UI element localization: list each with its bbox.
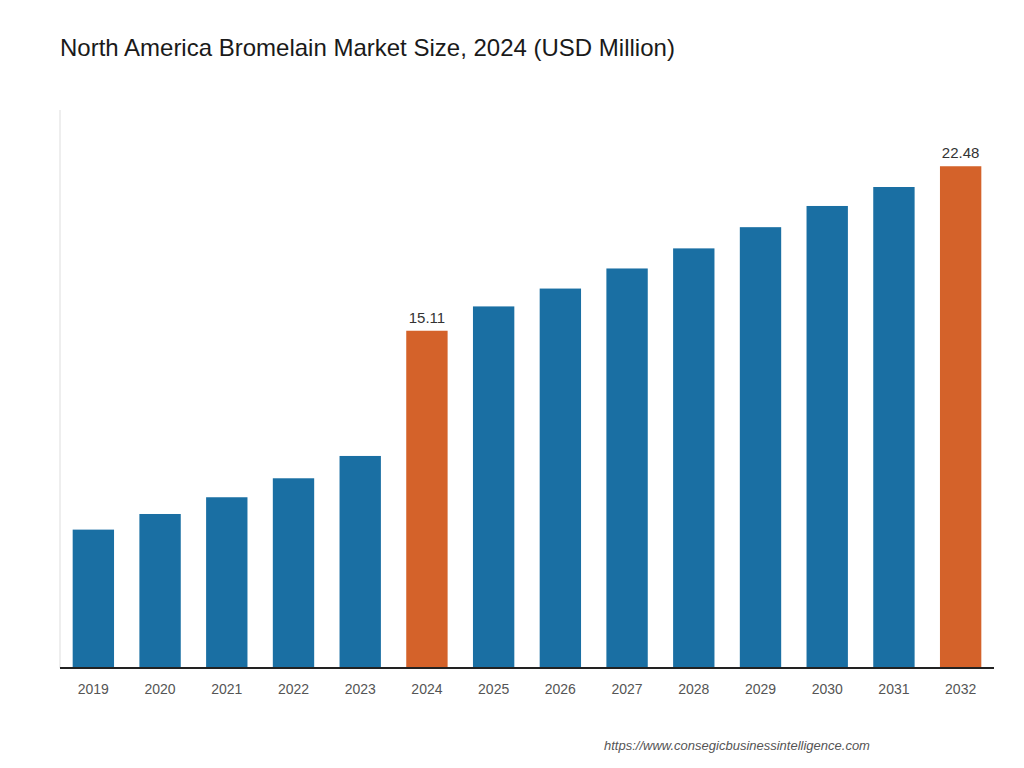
x-tick-label: 2028: [678, 681, 709, 697]
x-tick-label: 2032: [945, 681, 976, 697]
x-tick-label: 2029: [745, 681, 776, 697]
background: [0, 0, 1024, 768]
x-tick-label: 2022: [278, 681, 309, 697]
bar: [473, 306, 514, 668]
x-tick-label: 2027: [611, 681, 642, 697]
y-axis-range: [60, 110, 61, 668]
x-tick-label: 2019: [78, 681, 109, 697]
bar: [673, 248, 714, 668]
bars: [73, 166, 982, 668]
x-tick-label: 2020: [144, 681, 175, 697]
bar: [73, 530, 114, 668]
bar: [406, 331, 447, 668]
bar: [139, 514, 180, 668]
bar: [273, 478, 314, 668]
bar: [340, 456, 381, 668]
bar: [940, 166, 981, 668]
data-label: 15.11: [409, 309, 445, 326]
chart: North America Bromelain Market Size, 202…: [0, 0, 1024, 768]
bar: [606, 268, 647, 668]
x-axis: [60, 667, 994, 669]
x-tick-label: 2024: [411, 681, 442, 697]
x-tick-label: 2023: [345, 681, 376, 697]
x-tick-label: 2030: [812, 681, 843, 697]
x-tick-label: 2026: [545, 681, 576, 697]
x-tick-label: 2025: [478, 681, 509, 697]
bar: [540, 289, 581, 668]
x-tick-label: 2021: [211, 681, 242, 697]
x-tick-label: 2031: [878, 681, 909, 697]
bar: [807, 206, 848, 668]
bar: [740, 227, 781, 668]
annotation: https://www.consegicbusinessintelligence…: [604, 738, 870, 753]
chart-container: North America Bromelain Market Size, 202…: [0, 0, 1024, 768]
data-label: 22.48: [942, 144, 980, 161]
bar: [873, 187, 914, 668]
bar: [206, 497, 247, 668]
title: North America Bromelain Market Size, 202…: [60, 34, 675, 61]
